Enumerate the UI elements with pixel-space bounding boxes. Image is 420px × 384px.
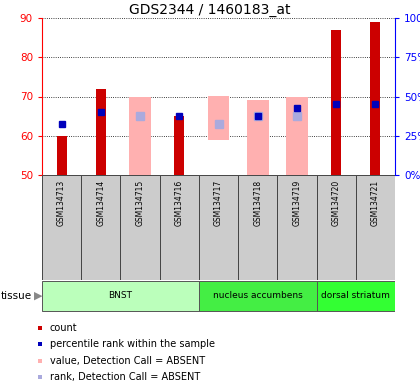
Bar bbox=[42, 281, 199, 311]
Text: value, Detection Call = ABSENT: value, Detection Call = ABSENT bbox=[50, 356, 205, 366]
Bar bbox=[247, 101, 268, 175]
Text: nucleus accumbens: nucleus accumbens bbox=[213, 291, 302, 301]
Bar bbox=[238, 175, 277, 280]
Bar bbox=[174, 116, 184, 175]
Text: GSM134720: GSM134720 bbox=[332, 180, 341, 227]
Bar bbox=[356, 175, 395, 280]
Bar bbox=[121, 175, 160, 280]
Bar bbox=[199, 281, 317, 311]
Text: GSM134713: GSM134713 bbox=[57, 180, 66, 227]
Bar bbox=[38, 359, 42, 363]
Text: dorsal striatum: dorsal striatum bbox=[321, 291, 390, 301]
Bar bbox=[160, 175, 199, 280]
Text: GSM134717: GSM134717 bbox=[214, 180, 223, 227]
Text: tissue: tissue bbox=[1, 291, 32, 301]
Bar bbox=[317, 281, 395, 311]
Bar bbox=[57, 136, 66, 175]
Text: ▶: ▶ bbox=[34, 291, 42, 301]
Text: GSM134715: GSM134715 bbox=[136, 180, 144, 227]
Bar bbox=[199, 175, 238, 280]
Text: GSM134714: GSM134714 bbox=[96, 180, 105, 227]
Bar bbox=[277, 175, 317, 280]
Bar bbox=[38, 326, 42, 330]
Bar bbox=[38, 376, 42, 379]
Text: percentile rank within the sample: percentile rank within the sample bbox=[50, 339, 215, 349]
Bar bbox=[81, 175, 121, 280]
Text: rank, Detection Call = ABSENT: rank, Detection Call = ABSENT bbox=[50, 372, 200, 382]
Bar bbox=[38, 343, 42, 346]
Bar bbox=[208, 96, 229, 140]
Bar bbox=[42, 175, 81, 280]
Text: count: count bbox=[50, 323, 77, 333]
Bar bbox=[286, 96, 308, 175]
Text: GSM134718: GSM134718 bbox=[253, 180, 262, 227]
Text: BNST: BNST bbox=[108, 291, 132, 301]
Bar bbox=[129, 96, 151, 175]
Bar bbox=[96, 89, 106, 175]
Bar bbox=[317, 175, 356, 280]
Text: GDS2344 / 1460183_at: GDS2344 / 1460183_at bbox=[129, 3, 291, 17]
Bar bbox=[370, 22, 380, 175]
Bar bbox=[331, 30, 341, 175]
Text: GSM134719: GSM134719 bbox=[292, 180, 302, 227]
Text: GSM134721: GSM134721 bbox=[371, 180, 380, 227]
Text: GSM134716: GSM134716 bbox=[175, 180, 184, 227]
